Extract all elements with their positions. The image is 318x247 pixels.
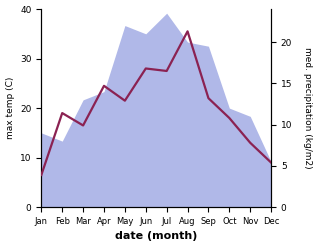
X-axis label: date (month): date (month) [115,231,197,242]
Y-axis label: max temp (C): max temp (C) [5,77,15,139]
Y-axis label: med. precipitation (kg/m2): med. precipitation (kg/m2) [303,47,313,169]
